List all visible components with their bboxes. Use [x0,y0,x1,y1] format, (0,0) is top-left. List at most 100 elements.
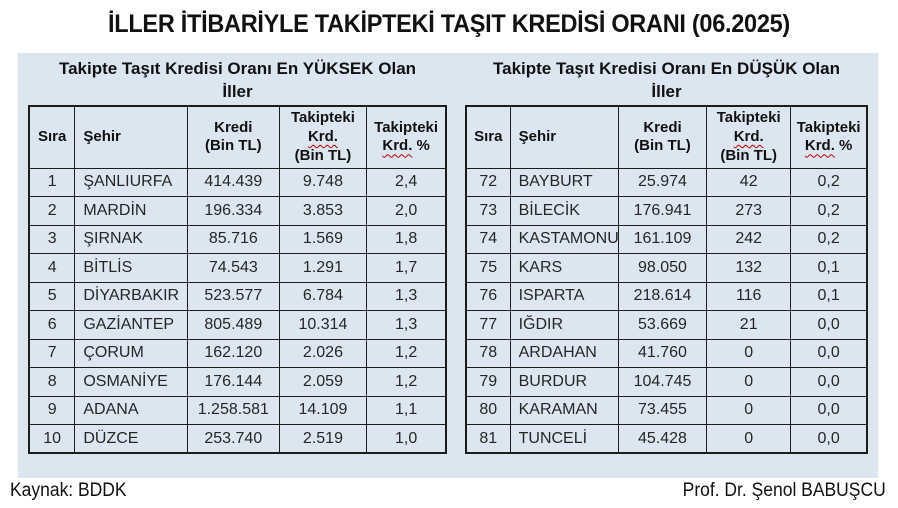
table-row: 5 DİYARBAKIR 523.577 6.784 1,3 [28,281,447,311]
table-row: 6 GAZİANTEP 805.489 10.314 1,3 [28,310,447,340]
table-row: 79 BURDUR 104.745 0 0,0 [465,367,868,397]
cell-npl: 9.748 [278,167,368,197]
table-row: 75 KARS 98.050 132 0,1 [465,253,868,283]
table-row: 77 IĞDIR 53.669 21 0,0 [465,310,868,340]
cell-credit: 218.614 [617,281,708,311]
cell-ratio: 2,0 [366,196,447,226]
cell-npl: 242 [706,224,792,254]
cell-rank: 80 [465,395,511,425]
cell-city: ISPARTA [509,281,619,311]
cell-ratio: 1,1 [366,395,447,425]
cell-credit: 253.740 [186,424,280,454]
panel-lowest: Takipte Taşıt Kredisi Oranı En DÜŞÜK Ola… [465,56,868,454]
cell-credit: 523.577 [186,281,280,311]
cell-credit: 85.716 [186,224,280,254]
cell-credit: 805.489 [186,310,280,340]
cell-rank: 1 [28,167,76,197]
cell-city: ŞANLIURFA [74,167,188,197]
cell-npl: 2.059 [278,367,368,397]
tables-board: Takipte Taşıt Kredisi Oranı En YÜKSEK Ol… [18,53,878,478]
cell-rank: 72 [465,167,511,197]
header-row: Sıra Şehir Kredi (Bin TL) Takipteki Krd. (Bin … [465,105,868,169]
cell-rank: 75 [465,253,511,283]
cell-npl: 0 [706,338,792,368]
table-row: 1 ŞANLIURFA 414.439 9.748 2,4 [28,167,447,197]
cell-rank: 2 [28,196,76,226]
table-row: 4 BİTLİS 74.543 1.291 1,7 [28,253,447,283]
cell-rank: 76 [465,281,511,311]
cell-npl: 0 [706,395,792,425]
cell-credit: 25.974 [617,167,708,197]
cell-credit: 74.543 [186,253,280,283]
cell-city: KARS [509,253,619,283]
table-highest: Sıra Şehir Kredi (Bin TL) Takipteki Krd. (Bin … [28,105,447,454]
cell-city: ARDAHAN [509,338,619,368]
cell-city: ADANA [74,395,188,425]
col-header-rank: Sıra [465,105,511,169]
table-row: 74 KASTAMONU 161.109 242 0,2 [465,224,868,254]
cell-credit: 414.439 [186,167,280,197]
cell-credit: 176.941 [617,196,708,226]
cell-rank: 6 [28,310,76,340]
cell-city: KASTAMONU [509,224,619,254]
cell-npl: 6.784 [278,281,368,311]
cell-credit: 73.455 [617,395,708,425]
cell-npl: 2.519 [278,424,368,454]
col-header-credit: Kredi (Bin TL) [186,105,280,169]
cell-npl: 273 [706,196,792,226]
cell-credit: 161.109 [617,224,708,254]
cell-city: ÇORUM [74,338,188,368]
cell-credit: 45.428 [617,424,708,454]
cell-city: BURDUR [509,367,619,397]
table-row: 78 ARDAHAN 41.760 0 0,0 [465,338,868,368]
cell-npl: 2.026 [278,338,368,368]
col-header-rank: Sıra [28,105,76,169]
cell-credit: 176.144 [186,367,280,397]
cell-npl: 21 [706,310,792,340]
cell-city: DİYARBAKIR [74,281,188,311]
col-header-npl: Takipteki Krd. (Bin TL) [278,105,368,169]
cell-ratio: 1,7 [366,253,447,283]
cell-credit: 98.050 [617,253,708,283]
cell-ratio: 1,3 [366,281,447,311]
table-row: 3 ŞIRNAK 85.716 1.569 1,8 [28,224,447,254]
cell-rank: 81 [465,424,511,454]
cell-rank: 7 [28,338,76,368]
table-row: 76 ISPARTA 218.614 116 0,1 [465,281,868,311]
table-row: 81 TUNCELİ 45.428 0 0,0 [465,424,868,454]
cell-ratio: 0,2 [790,196,868,226]
cell-city: GAZİANTEP [74,310,188,340]
cell-ratio: 1,0 [366,424,447,454]
cell-npl: 0 [706,367,792,397]
cell-npl: 116 [706,281,792,311]
col-header-credit: Kredi (Bin TL) [617,105,708,169]
cell-ratio: 1,3 [366,310,447,340]
cell-rank: 78 [465,338,511,368]
cell-rank: 9 [28,395,76,425]
cell-city: ŞIRNAK [74,224,188,254]
col-header-city: Şehir [509,105,619,169]
cell-credit: 53.669 [617,310,708,340]
cell-npl: 1.569 [278,224,368,254]
cell-npl: 14.109 [278,395,368,425]
table-row: 72 BAYBURT 25.974 42 0,2 [465,167,868,197]
cell-city: OSMANİYE [74,367,188,397]
cell-credit: 162.120 [186,338,280,368]
cell-ratio: 1,2 [366,338,447,368]
table-row: 10 DÜZCE 253.740 2.519 1,0 [28,424,447,454]
cell-npl: 0 [706,424,792,454]
panel-lowest-title: Takipte Taşıt Kredisi Oranı En DÜŞÜK Ola… [493,59,840,101]
cell-ratio: 1,8 [366,224,447,254]
cell-city: BİLECİK [509,196,619,226]
col-header-ratio: Takipteki Krd. % [366,105,447,169]
table-row: 2 MARDİN 196.334 3.853 2,0 [28,196,447,226]
cell-npl: 42 [706,167,792,197]
cell-city: MARDİN [74,196,188,226]
cell-credit: 104.745 [617,367,708,397]
cell-ratio: 0,0 [790,395,868,425]
cell-rank: 3 [28,224,76,254]
cell-ratio: 0,0 [790,338,868,368]
cell-ratio: 2,4 [366,167,447,197]
table-row: 80 KARAMAN 73.455 0 0,0 [465,395,868,425]
